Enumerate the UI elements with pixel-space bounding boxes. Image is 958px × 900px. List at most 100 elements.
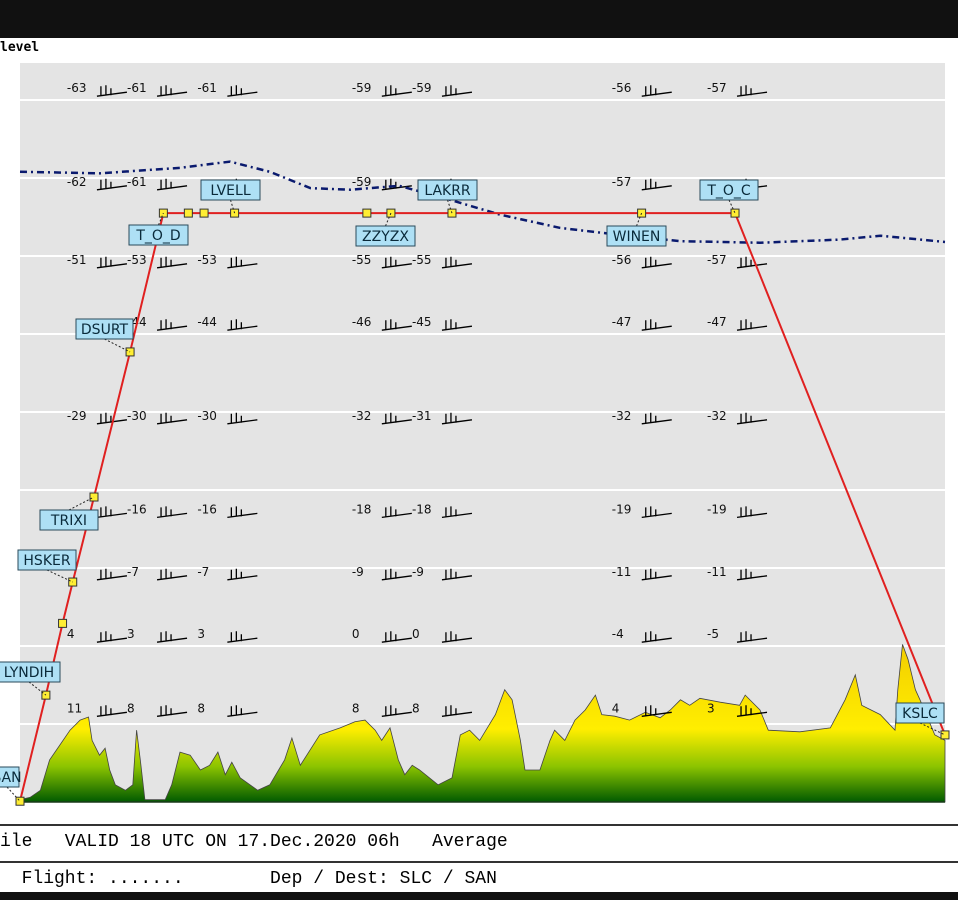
- wind-barb: [736, 506, 768, 519]
- wind-barb: [156, 319, 188, 331]
- bottom-bar: [0, 892, 958, 900]
- waypoint-marker: [362, 208, 372, 218]
- waypoint-label: TRIXI: [50, 513, 87, 529]
- wind-barb: [227, 256, 258, 269]
- wind-barb: [227, 568, 258, 581]
- waypoint-label-box: [606, 225, 667, 247]
- temperature-label: -45: [412, 315, 432, 329]
- waypoint-label-box: [17, 549, 77, 571]
- temperature-label: -9: [412, 565, 424, 579]
- wind-barb: [736, 705, 768, 717]
- waypoint-label: WINEN: [613, 229, 661, 245]
- temperature-label: 3: [127, 627, 135, 641]
- wind-barb: [227, 412, 258, 425]
- temperature-label: -63: [67, 81, 87, 95]
- wind-barb: [96, 568, 128, 581]
- wind-barb: [736, 256, 768, 269]
- wind-barb: [736, 568, 768, 581]
- wind-barb: [641, 256, 672, 269]
- waypoint-leader: [28, 681, 47, 696]
- temperature-label: 3: [197, 627, 205, 641]
- temperature-label: -59: [352, 81, 372, 95]
- wind-barb: [381, 705, 412, 717]
- waypoint-label-box: [200, 179, 261, 201]
- temperature-label: -61: [127, 81, 147, 95]
- wind-barb: [736, 319, 768, 331]
- plot-background: [20, 63, 945, 802]
- terrain-profile: [19, 644, 946, 803]
- waypoint-label: ZZYZX: [362, 229, 409, 245]
- wind-barb: [227, 85, 258, 97]
- waypoint-leader: [919, 722, 946, 736]
- temperature-label: -57: [707, 81, 727, 95]
- temperature-label: -4: [612, 627, 624, 641]
- waypoint-leader: [6, 786, 21, 802]
- divider: [0, 861, 958, 863]
- waypoint-label-box: [0, 661, 61, 683]
- waypoint-label-box: [128, 224, 189, 246]
- wind-barb: [381, 256, 412, 269]
- temperature-label: -18: [352, 502, 372, 516]
- wind-barb: [736, 85, 768, 97]
- wind-barb: [381, 412, 412, 425]
- wind-barb: [96, 178, 128, 191]
- temperature-label: -53: [127, 253, 147, 267]
- wind-barb: [641, 631, 672, 643]
- wind-barb: [641, 506, 672, 519]
- waypoint-marker: [15, 796, 25, 806]
- waypoint-label-box: [75, 318, 134, 340]
- waypoint-label: LAKRR: [424, 183, 471, 199]
- temperature-label: -55: [412, 253, 432, 267]
- waypoint-leader: [728, 199, 736, 214]
- waypoint-marker: [199, 208, 209, 218]
- wind-barb: [381, 85, 412, 97]
- wind-barb: [156, 412, 188, 425]
- temperature-label: -32: [707, 409, 727, 423]
- wind-barb: [381, 178, 412, 191]
- temperature-label: -5: [707, 627, 719, 641]
- temperature-label: -18: [412, 502, 432, 516]
- temperature-label: -32: [612, 409, 632, 423]
- wind-barb: [96, 705, 128, 717]
- wind-barb: [227, 705, 258, 717]
- window-titlebar: [0, 0, 958, 38]
- temperature-label: 8: [127, 701, 135, 715]
- temperature-label: -53: [197, 253, 217, 267]
- temperature-label: -46: [352, 315, 372, 329]
- temperature-label: -11: [707, 565, 727, 579]
- temperature-label: 8: [412, 701, 420, 715]
- temperature-label: -56: [612, 81, 632, 95]
- temperature-label: -62: [67, 175, 87, 189]
- temperature-label: -30: [197, 409, 217, 423]
- flight-route-line: [19, 212, 946, 802]
- temperature-label: 4: [67, 627, 75, 641]
- divider: [0, 824, 958, 826]
- wind-barb: [381, 631, 412, 643]
- wind-barb: [227, 631, 258, 643]
- temperature-label: -59: [352, 175, 372, 189]
- wind-barb: [381, 506, 412, 519]
- waypoint-label-box: [0, 766, 20, 788]
- temperature-label: 0: [412, 627, 420, 641]
- wind-barb: [441, 319, 473, 331]
- waypoint-marker: [730, 208, 740, 218]
- wind-barb: [736, 412, 768, 425]
- validity-text: ile VALID 18 UTC ON 17.Dec.2020 06h Aver…: [0, 832, 508, 852]
- wind-barb: [441, 631, 473, 643]
- temperature-label: 4: [612, 701, 620, 715]
- waypoint-label: T_O_C: [706, 183, 751, 199]
- temperature-label: -29: [67, 409, 87, 423]
- chart-header: level: [0, 40, 40, 55]
- flight-info-text: Flight: ....... Dep / Dest: SLC / SAN: [0, 869, 497, 889]
- waypoint-label: KSLC: [902, 706, 938, 722]
- temperature-label: 3: [707, 701, 715, 715]
- wind-barb: [96, 506, 128, 519]
- wind-barb: [156, 85, 188, 97]
- wind-barb: [156, 506, 188, 519]
- waypoint-marker: [58, 618, 68, 628]
- wind-barb: [641, 319, 672, 331]
- waypoint-label: DSURT: [81, 322, 129, 338]
- wind-barb: [156, 631, 188, 643]
- temperature-label: -44: [197, 315, 217, 329]
